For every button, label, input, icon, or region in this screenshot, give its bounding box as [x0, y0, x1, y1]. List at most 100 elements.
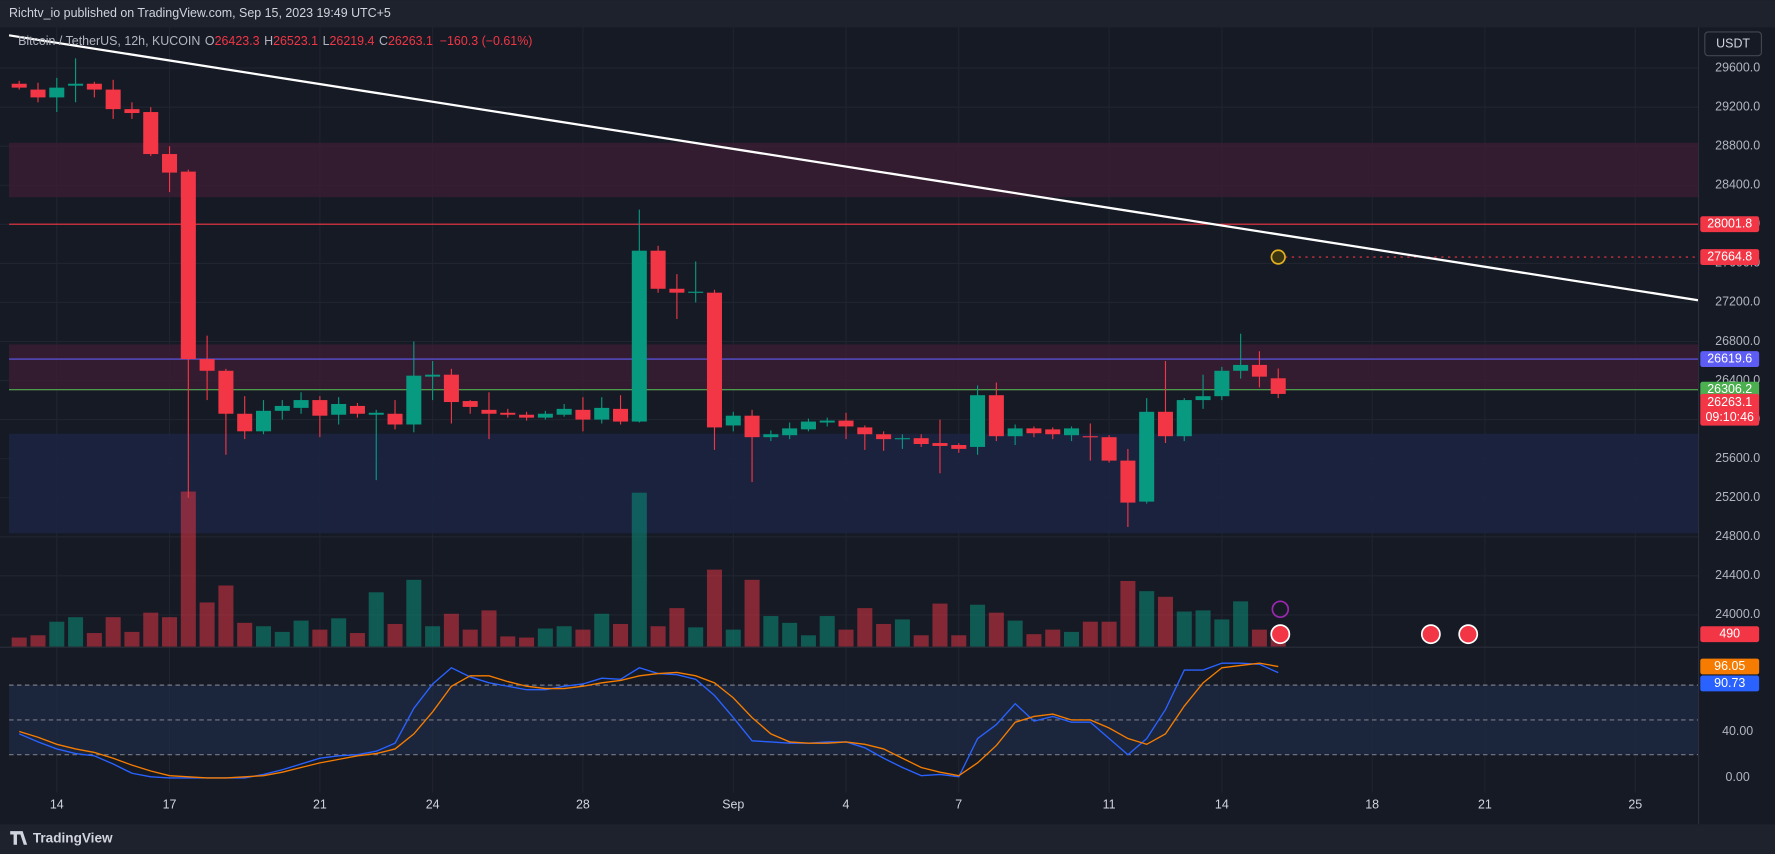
price-line-label-bg — [1700, 216, 1760, 233]
volume-bar — [613, 623, 629, 647]
candle-body — [519, 414, 535, 418]
volume-bar — [331, 618, 347, 647]
volume-bar — [406, 579, 422, 647]
volume-bar — [932, 603, 948, 647]
header-bar — [0, 0, 1775, 28]
candle-body — [49, 87, 65, 98]
candle-body — [1176, 400, 1192, 437]
price-line-label-bg — [1700, 249, 1760, 265]
x-tick-label: 21 — [1478, 797, 1492, 811]
candle-body — [1101, 437, 1117, 461]
y-tick-label: 25200.0 — [1715, 490, 1760, 504]
price-line-label: 27664.8 — [1707, 249, 1752, 263]
volume-bar — [706, 569, 723, 647]
volume-bar — [105, 617, 121, 647]
volume-bar — [951, 635, 967, 647]
candle-body — [312, 400, 328, 416]
legend-title: Bitcoin / TetherUS, 12h, KUCOIN — [18, 34, 200, 48]
x-tick-label: 28 — [576, 797, 590, 811]
candle-body — [443, 374, 459, 403]
volume-label: 490 — [1719, 626, 1740, 640]
currency-button[interactable] — [1704, 31, 1762, 57]
volume-bar — [49, 621, 65, 647]
volume-bar — [725, 629, 741, 647]
candle-body — [1064, 428, 1080, 436]
candle-body — [237, 413, 253, 432]
x-tick-label: Sep — [722, 797, 744, 811]
stoch-value-label: 90.73 — [1714, 676, 1745, 690]
stoch-value-label: 96.05 — [1714, 659, 1745, 673]
event-flag[interactable] — [1270, 624, 1291, 645]
volume-bar — [857, 608, 873, 647]
countdown-label: 09:10:46 — [1706, 410, 1754, 424]
x-tick-label: 18 — [1365, 797, 1379, 811]
candle-body — [575, 409, 591, 420]
legend-change: −160.3 (−0.61%) — [440, 34, 533, 48]
candle-body — [86, 83, 102, 90]
volume-bar — [1195, 610, 1211, 647]
volume-bar — [312, 629, 328, 647]
volume-bar — [838, 629, 854, 647]
legend-label: H — [264, 34, 273, 48]
candle-body — [425, 374, 441, 377]
candle-body — [556, 408, 572, 415]
candle-body — [143, 112, 159, 155]
volume-bar — [162, 617, 178, 647]
legend-label: L — [323, 34, 330, 48]
candle-body — [1270, 378, 1286, 394]
event-flag[interactable] — [1458, 624, 1479, 645]
volume-bar — [519, 637, 535, 647]
candle-body — [970, 395, 986, 447]
y-tick-label: 29200.0 — [1715, 99, 1760, 113]
candle-body — [838, 420, 854, 427]
candle-body — [744, 415, 760, 438]
volume-bar — [669, 608, 685, 647]
header-text: Richtv_io published on TradingView.com, … — [9, 6, 391, 20]
last-price-bg — [1700, 393, 1760, 426]
candle-body — [594, 407, 610, 420]
x-tick-label: 14 — [1215, 797, 1229, 811]
candle-body — [819, 420, 835, 423]
volume-bar — [688, 627, 704, 647]
candle-body — [725, 415, 741, 426]
x-tick-label: 14 — [50, 797, 64, 811]
last-price-label: 26263.1 — [1707, 395, 1752, 409]
volume-bar — [255, 626, 272, 647]
volume-bar — [30, 635, 46, 647]
volume-bar — [1101, 621, 1117, 647]
volume-bar — [425, 626, 441, 647]
candle-body — [481, 409, 497, 414]
volume-bar — [274, 631, 290, 647]
volume-bar — [650, 626, 666, 647]
y-tick-label: 40.00 — [1722, 724, 1753, 738]
candle-body — [105, 89, 121, 110]
volume-bar — [894, 619, 910, 647]
volume-bar — [537, 628, 553, 647]
candle-body — [124, 109, 140, 114]
zone — [9, 142, 1699, 198]
event-icon[interactable] — [1271, 600, 1290, 619]
volume-bar — [237, 622, 253, 647]
volume-bar — [1176, 611, 1192, 647]
candle-body — [1157, 411, 1173, 437]
price-line-label: 28001.8 — [1707, 216, 1752, 230]
candle-body — [1120, 460, 1136, 503]
candle-body — [293, 400, 309, 408]
volume-bar — [218, 585, 234, 647]
candle-body — [706, 292, 723, 428]
candle-body — [1082, 436, 1098, 438]
volume-bar — [782, 622, 798, 647]
candle-body — [387, 413, 403, 425]
price-line-label-bg — [1700, 351, 1760, 368]
legend-open: 26423.3 — [215, 34, 260, 48]
event-flag[interactable] — [1420, 624, 1441, 645]
price-line-label-bg — [1700, 381, 1760, 398]
volume-bar — [462, 629, 478, 647]
y-tick-label: 24400.0 — [1715, 568, 1760, 582]
volume-label-bg — [1700, 626, 1760, 643]
footer-bar — [0, 824, 1775, 854]
volume-bar — [1157, 596, 1173, 647]
volume-bar — [1139, 591, 1155, 647]
candle-body — [1195, 396, 1211, 401]
candle-body — [857, 427, 873, 435]
